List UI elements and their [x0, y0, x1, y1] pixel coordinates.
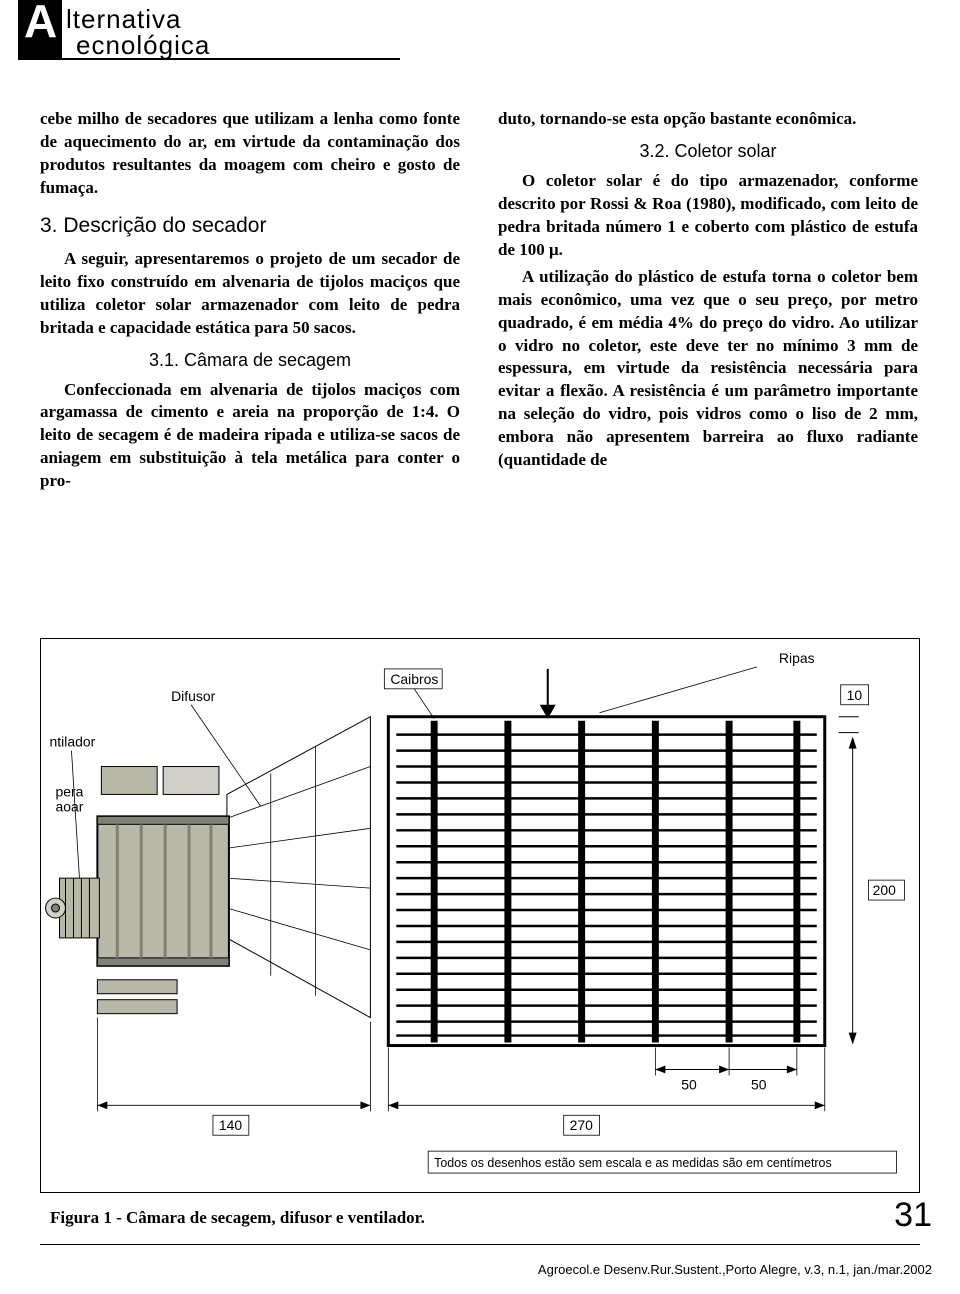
dim-270: 270: [570, 1117, 594, 1133]
left-para-3: Confeccionada em alvenaria de tijolos ma…: [40, 379, 460, 494]
subsection-32-heading: 3.2. Coletor solar: [498, 141, 918, 162]
figure-1-diagram: Difusor ntilador pera aoar Caibros Ripas…: [41, 639, 919, 1192]
header-letter-a: A: [24, 0, 57, 48]
footer-divider: [40, 1244, 920, 1245]
dim-200: 200: [873, 882, 897, 898]
label-aoar: aoar: [56, 798, 84, 814]
page-header: A lternativa ecnológica: [18, 0, 400, 60]
dim-50b: 50: [751, 1076, 767, 1092]
label-caibros: Caibros: [390, 671, 438, 687]
left-column: cebe milho de secadores que utilizam a l…: [40, 108, 460, 493]
dim-10: 10: [847, 687, 863, 703]
figure-1-caption: Figura 1 - Câmara de secagem, difusor e …: [50, 1208, 425, 1228]
dim-50a: 50: [681, 1076, 697, 1092]
label-ntilador: ntilador: [50, 734, 96, 750]
right-column: duto, tornando-se esta opção bastante ec…: [498, 108, 918, 472]
right-para-2: O coletor solar é do tipo armazenador, c…: [498, 170, 918, 262]
label-pera: pera: [56, 783, 84, 799]
figure-note: Todos os desenhos estão sem escala e as …: [434, 1156, 832, 1170]
header-title-line2: ecnológica: [76, 30, 210, 61]
figure-1-container: Difusor ntilador pera aoar Caibros Ripas…: [40, 638, 920, 1193]
right-para-3: A utilização do plástico de estufa torna…: [498, 266, 918, 472]
section-3-heading: 3. Descrição do secador: [40, 214, 460, 238]
subsection-31-heading: 3.1. Câmara de secagem: [40, 350, 460, 371]
left-para-2: A seguir, apresentaremos o projeto de um…: [40, 248, 460, 340]
label-ripas: Ripas: [779, 650, 815, 666]
footer-citation: Agroecol.e Desenv.Rur.Sustent.,Porto Ale…: [538, 1262, 932, 1277]
dim-140: 140: [219, 1117, 243, 1133]
page-number: 31: [894, 1196, 932, 1235]
left-para-1: cebe milho de secadores que utilizam a l…: [40, 108, 460, 200]
label-difusor: Difusor: [171, 688, 216, 704]
right-para-1: duto, tornando-se esta opção bastante ec…: [498, 108, 918, 131]
